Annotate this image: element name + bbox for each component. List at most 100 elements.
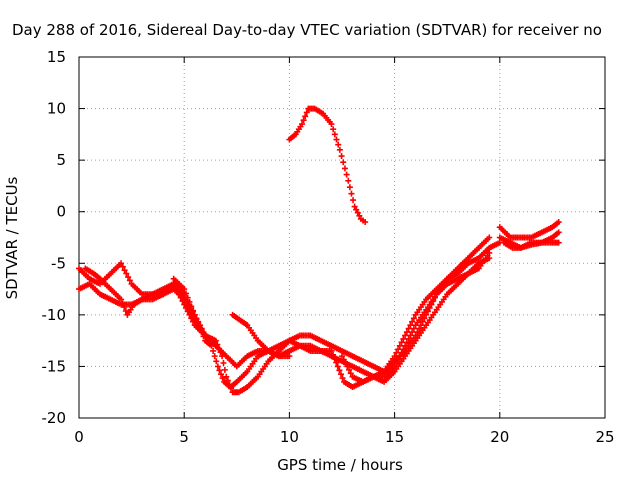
data-point xyxy=(354,209,361,216)
data-point xyxy=(486,249,493,256)
x-tick-label: 25 xyxy=(595,428,614,446)
data-point xyxy=(344,363,351,370)
data-point xyxy=(125,274,132,281)
data-point xyxy=(184,294,191,301)
data-point xyxy=(336,146,343,153)
x-tick-label: 10 xyxy=(280,428,299,446)
data-point xyxy=(402,342,409,349)
data-point xyxy=(398,339,405,346)
data-point xyxy=(402,332,409,339)
data-point xyxy=(123,270,130,277)
data-point xyxy=(181,286,188,293)
data-point xyxy=(219,353,226,360)
data-point xyxy=(391,363,398,370)
data-point xyxy=(303,109,310,116)
data-point xyxy=(335,141,342,148)
x-tick-label: 0 xyxy=(74,428,84,446)
data-point xyxy=(196,324,203,331)
data-point xyxy=(212,337,219,344)
data-point xyxy=(340,356,347,363)
chart-title: Day 288 of 2016, Sidereal Day-to-day VTE… xyxy=(12,21,602,39)
data-point xyxy=(300,117,307,124)
data-point xyxy=(193,316,200,323)
y-tick-label: 15 xyxy=(47,48,66,66)
series-arc-6 xyxy=(339,249,493,385)
data-point xyxy=(417,322,424,329)
data-point xyxy=(396,353,403,360)
data-point xyxy=(555,219,562,226)
data-point xyxy=(218,371,225,378)
data-point xyxy=(126,277,133,284)
data-point xyxy=(328,121,335,128)
data-point xyxy=(118,260,125,267)
data-point xyxy=(200,333,207,340)
data-point xyxy=(343,171,350,178)
data-point xyxy=(302,113,309,120)
data-point xyxy=(339,375,346,382)
data-point xyxy=(555,229,562,236)
y-tick-label: 5 xyxy=(56,151,66,169)
data-point xyxy=(405,335,412,342)
data-point xyxy=(393,349,400,356)
data-point xyxy=(395,346,402,353)
data-point xyxy=(351,203,358,210)
data-marks xyxy=(76,105,562,396)
data-point xyxy=(414,329,421,336)
data-point xyxy=(186,306,193,313)
data-point xyxy=(409,329,416,336)
x-tick-label: 20 xyxy=(490,428,509,446)
series-arc-10 xyxy=(501,239,562,251)
data-point xyxy=(216,367,223,374)
data-point xyxy=(396,342,403,349)
data-point xyxy=(400,346,407,353)
data-point xyxy=(119,263,126,270)
data-point xyxy=(341,165,348,172)
series-arc-8 xyxy=(496,219,562,241)
data-point xyxy=(346,184,353,191)
data-point xyxy=(121,304,128,311)
data-point xyxy=(555,239,562,246)
x-axis-label: GPS time / hours xyxy=(277,456,403,474)
data-point xyxy=(340,159,347,166)
data-point xyxy=(188,303,195,310)
data-point xyxy=(217,349,224,356)
data-point xyxy=(331,131,338,138)
data-point xyxy=(214,363,221,370)
data-point xyxy=(353,206,360,213)
data-point xyxy=(210,347,217,354)
data-point xyxy=(393,359,400,366)
data-point xyxy=(416,325,423,332)
data-point xyxy=(342,359,349,366)
data-point xyxy=(407,332,414,339)
y-tick-label: 0 xyxy=(56,203,66,221)
data-point xyxy=(410,325,417,332)
data-point xyxy=(211,353,218,360)
y-tick-label: -20 xyxy=(42,409,67,427)
data-point xyxy=(182,290,189,297)
data-point xyxy=(333,136,340,143)
data-point xyxy=(213,358,220,365)
data-point xyxy=(119,300,126,307)
data-point xyxy=(409,318,416,325)
data-point xyxy=(208,342,215,349)
data-point xyxy=(215,345,222,352)
data-point xyxy=(395,356,402,363)
data-point xyxy=(189,307,196,314)
y-axis-label: SDTVAR / TECUs xyxy=(3,176,21,299)
data-point xyxy=(299,121,306,128)
y-axis-ticks: -20 -15 -10 -5 0 5 10 15 xyxy=(42,48,605,427)
data-point xyxy=(122,307,129,314)
data-point xyxy=(181,296,188,303)
data-point xyxy=(330,126,337,133)
data-point xyxy=(486,234,493,241)
data-point xyxy=(405,325,412,332)
data-point xyxy=(348,190,355,197)
data-point xyxy=(407,322,414,329)
data-point xyxy=(350,197,357,204)
data-point xyxy=(346,366,353,373)
series-arc-7 xyxy=(286,105,369,226)
x-axis-ticks: 0 5 10 15 20 25 xyxy=(74,57,615,446)
data-point xyxy=(121,267,128,274)
data-point xyxy=(118,296,125,303)
